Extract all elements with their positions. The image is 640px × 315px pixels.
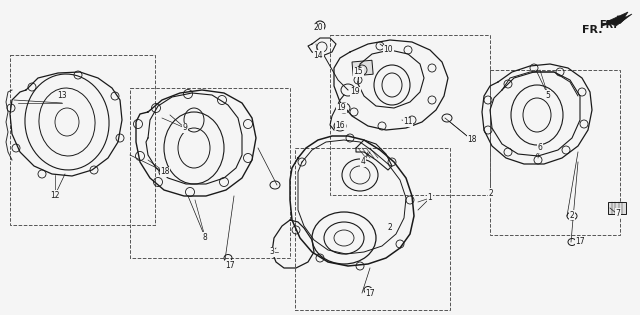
Text: 8: 8 bbox=[203, 232, 207, 242]
Text: 12: 12 bbox=[51, 191, 60, 199]
Text: FR.: FR. bbox=[599, 20, 617, 30]
Bar bbox=[10, 55, 155, 225]
Text: 13: 13 bbox=[57, 91, 67, 100]
Bar bbox=[330, 35, 490, 195]
Text: 20: 20 bbox=[313, 24, 323, 32]
Text: 15: 15 bbox=[353, 67, 363, 77]
Bar bbox=[490, 70, 620, 235]
Text: 14: 14 bbox=[313, 50, 323, 60]
Text: 6: 6 bbox=[538, 144, 543, 152]
Text: FR.: FR. bbox=[582, 25, 602, 35]
Text: 5: 5 bbox=[545, 90, 550, 100]
Text: 17: 17 bbox=[365, 289, 375, 297]
Bar bbox=[295, 148, 450, 310]
Text: 3: 3 bbox=[269, 248, 275, 256]
Text: 9: 9 bbox=[182, 123, 188, 133]
Text: 18: 18 bbox=[467, 135, 477, 145]
Polygon shape bbox=[606, 12, 632, 26]
Text: 1: 1 bbox=[428, 193, 433, 203]
Text: 2: 2 bbox=[488, 188, 493, 198]
Text: 2: 2 bbox=[388, 224, 392, 232]
Bar bbox=[608, 202, 626, 214]
Text: 10: 10 bbox=[383, 45, 393, 54]
Text: 2: 2 bbox=[570, 210, 574, 220]
Text: 18: 18 bbox=[160, 168, 170, 176]
Text: 19: 19 bbox=[350, 88, 360, 96]
Bar bbox=[352, 60, 373, 76]
Text: 17: 17 bbox=[225, 261, 235, 270]
Text: 7: 7 bbox=[616, 209, 620, 217]
Text: 4: 4 bbox=[360, 158, 365, 167]
Text: 19: 19 bbox=[336, 104, 346, 112]
Text: 17: 17 bbox=[575, 238, 585, 247]
Text: 16: 16 bbox=[335, 121, 345, 129]
Bar bbox=[130, 88, 290, 258]
Text: 11: 11 bbox=[403, 117, 413, 127]
